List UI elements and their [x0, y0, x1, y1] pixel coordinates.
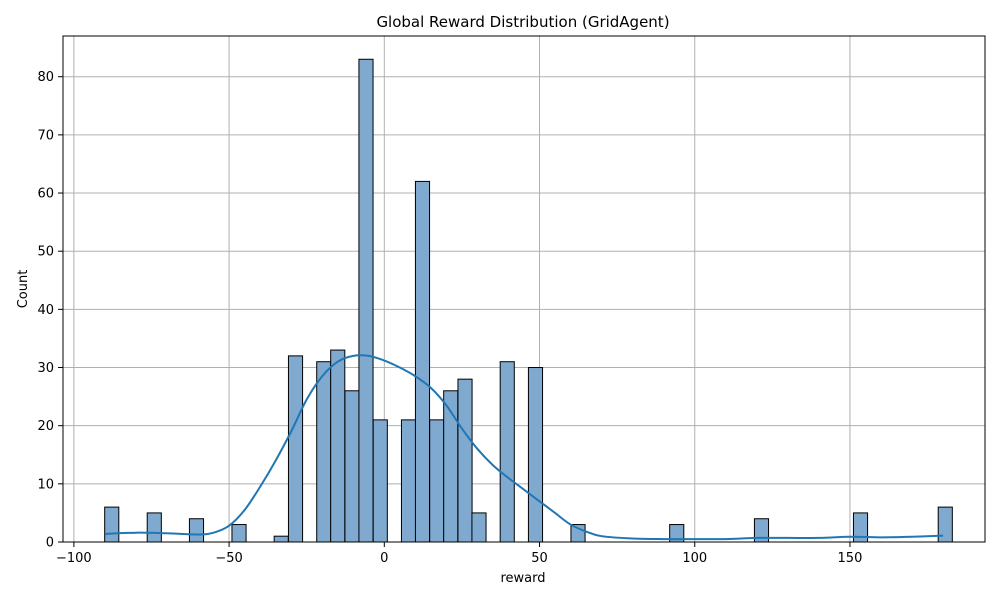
histogram-bar	[429, 419, 445, 543]
x-axis-label: reward	[500, 571, 545, 586]
plot-frame	[62, 35, 986, 543]
histogram-bar	[457, 378, 473, 543]
histogram-bar	[330, 349, 346, 543]
y-tick-label: 10	[37, 477, 54, 492]
x-tick-label: 50	[531, 551, 548, 566]
y-axis-ticks: 0 10 20 30 40 50 60 70 80	[37, 70, 63, 551]
histogram-bar	[471, 512, 487, 543]
y-tick-label: 30	[37, 361, 54, 376]
histogram-bar	[400, 419, 417, 543]
y-axis-label: Count	[16, 270, 31, 309]
y-tick-label: 20	[37, 419, 54, 434]
histogram-bar	[146, 512, 162, 543]
histogram-bar	[188, 518, 205, 543]
y-tick-label: 50	[37, 245, 54, 260]
kde-curve	[104, 354, 944, 541]
histogram-bar	[104, 506, 120, 543]
histogram-bar	[231, 524, 247, 543]
histogram-bar	[287, 355, 304, 543]
y-tick-label: 70	[37, 128, 54, 143]
histogram-bar	[570, 524, 586, 543]
y-tick-label: 40	[37, 303, 54, 318]
histogram-bar	[443, 390, 459, 543]
histogram-bar	[937, 506, 953, 543]
kde-layer	[104, 354, 944, 541]
histogram-bar	[414, 180, 431, 543]
y-tick-label: 60	[37, 187, 54, 202]
histogram-bar	[273, 535, 289, 543]
histogram-bar	[372, 419, 388, 543]
x-tick-label: −100	[56, 551, 92, 566]
chart-title: Global Reward Distribution (GridAgent)	[376, 13, 669, 31]
histogram-bar	[358, 58, 374, 543]
x-tick-label: −50	[215, 551, 242, 566]
y-tick-label: 0	[46, 536, 54, 551]
x-tick-label: 0	[380, 551, 388, 566]
histogram-bar	[499, 361, 515, 543]
y-tick-label: 80	[37, 70, 54, 85]
histogram-bar	[344, 390, 360, 543]
grid-layer	[63, 36, 985, 543]
x-tick-label: 100	[682, 551, 707, 566]
x-tick-label: 150	[838, 551, 863, 566]
bar-layer	[104, 58, 953, 543]
histogram-bar	[527, 367, 544, 543]
histogram-bar	[316, 361, 332, 543]
x-axis-ticks: −100 −50 0 50 100 150	[56, 542, 862, 566]
